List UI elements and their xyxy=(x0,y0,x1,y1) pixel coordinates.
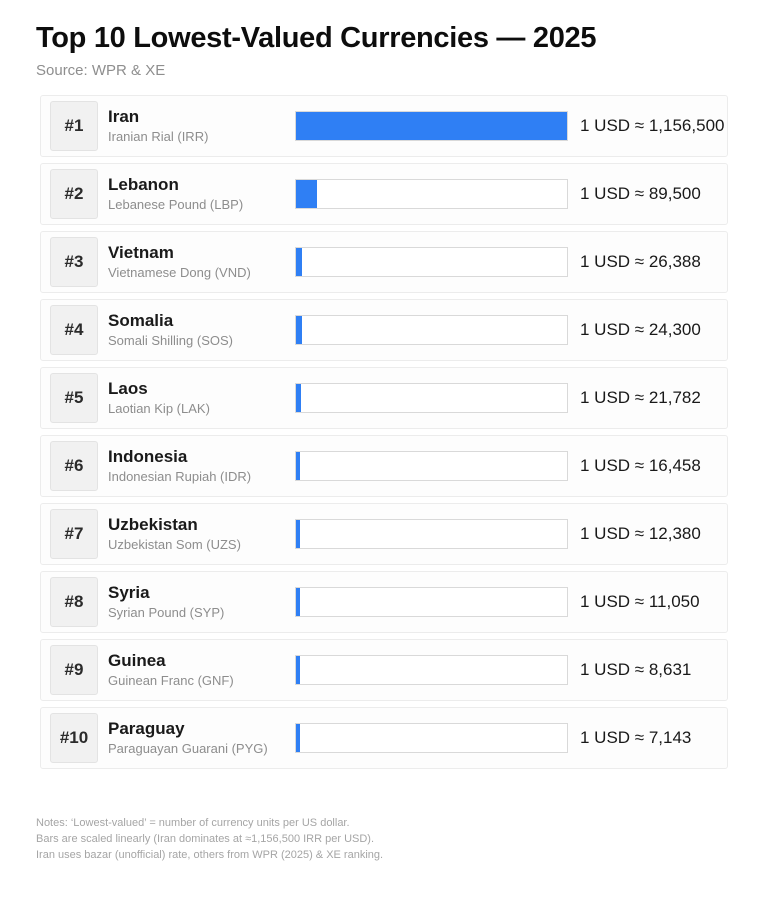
currency-name: Vietnamese Dong (VND) xyxy=(108,265,251,280)
rank-badge: #3 xyxy=(50,237,98,287)
currency-row: #7 Uzbekistan Uzbekistan Som (UZS) 1 USD… xyxy=(40,503,728,565)
bar-track xyxy=(295,247,568,277)
country-name: Guinea xyxy=(108,651,166,670)
rank-badge: #6 xyxy=(50,441,98,491)
rate-label: 1 USD ≈ 7,143 xyxy=(580,728,692,747)
country-name: Vietnam xyxy=(108,243,174,262)
country-block: Syria Syrian Pound (SYP) xyxy=(108,583,295,621)
country-block: Indonesia Indonesian Rupiah (IDR) xyxy=(108,447,295,485)
source-label: Source: WPR & XE xyxy=(36,62,166,79)
currency-row: #10 Paraguay Paraguayan Guarani (PYG) 1 … xyxy=(40,707,728,769)
header: Top 10 Lowest-Valued Currencies — 2025 S… xyxy=(0,0,768,79)
country-block: Uzbekistan Uzbekistan Som (UZS) xyxy=(108,515,295,553)
currency-row: #5 Laos Laotian Kip (LAK) 1 USD ≈ 21,782 xyxy=(40,367,728,429)
rank-label: #3 xyxy=(64,252,84,271)
note-line-1: Notes: ‘Lowest-valued’ = number of curre… xyxy=(36,817,350,829)
rank-label: #1 xyxy=(64,116,84,135)
currency-row: #3 Vietnam Vietnamese Dong (VND) 1 USD ≈… xyxy=(40,231,728,293)
country-block: Laos Laotian Kip (LAK) xyxy=(108,379,295,417)
bar-fill xyxy=(296,248,303,276)
country-name: Syria xyxy=(108,583,150,602)
bar-track xyxy=(295,383,568,413)
footnotes: Notes: ‘Lowest-valued’ = number of curre… xyxy=(36,815,732,863)
rate-label: 1 USD ≈ 11,050 xyxy=(580,592,700,611)
bar-fill xyxy=(296,724,300,752)
rate-label: 1 USD ≈ 24,300 xyxy=(580,320,701,339)
rank-badge: #7 xyxy=(50,509,98,559)
bar-fill xyxy=(296,384,302,412)
currency-name: Paraguayan Guarani (PYG) xyxy=(108,741,268,756)
country-name: Laos xyxy=(108,379,148,398)
rank-badge: #5 xyxy=(50,373,98,423)
currency-row: #4 Somalia Somali Shilling (SOS) 1 USD ≈… xyxy=(40,299,728,361)
country-block: Paraguay Paraguayan Guarani (PYG) xyxy=(108,719,295,757)
currency-name: Laotian Kip (LAK) xyxy=(108,401,210,416)
bar-fill xyxy=(296,452,300,480)
rank-badge: #1 xyxy=(50,101,98,151)
currency-row: #8 Syria Syrian Pound (SYP) 1 USD ≈ 11,0… xyxy=(40,571,728,633)
bar-track xyxy=(295,723,568,753)
note-line-2: Bars are scaled linearly (Iran dominates… xyxy=(36,833,375,845)
rank-label: #2 xyxy=(64,184,84,203)
country-name: Somalia xyxy=(108,311,174,330)
bar-track xyxy=(295,655,568,685)
country-block: Guinea Guinean Franc (GNF) xyxy=(108,651,295,689)
rank-badge: #4 xyxy=(50,305,98,355)
rate-label: 1 USD ≈ 21,782 xyxy=(580,388,701,407)
country-name: Paraguay xyxy=(108,719,185,738)
rank-label: #10 xyxy=(59,728,89,747)
country-name: Lebanon xyxy=(108,175,179,194)
bar-track xyxy=(295,111,568,141)
rank-label: #7 xyxy=(64,524,84,543)
country-name: Indonesia xyxy=(108,447,188,466)
rank-label: #9 xyxy=(64,660,84,679)
country-name: Iran xyxy=(108,107,140,126)
currency-name: Guinean Franc (GNF) xyxy=(108,673,234,688)
currency-name: Indonesian Rupiah (IDR) xyxy=(108,469,252,484)
currency-row: #1 Iran Iranian Rial (IRR) 1 USD ≈ 1,156… xyxy=(40,95,728,157)
country-block: Somalia Somali Shilling (SOS) xyxy=(108,311,295,349)
bar-track xyxy=(295,451,568,481)
bar-fill xyxy=(296,588,300,616)
rank-badge: #2 xyxy=(50,169,98,219)
page-title: Top 10 Lowest-Valued Currencies — 2025 xyxy=(36,22,597,54)
bar-fill xyxy=(296,180,317,208)
country-name: Uzbekistan xyxy=(108,515,198,534)
rank-label: #6 xyxy=(64,456,84,475)
currency-name: Somali Shilling (SOS) xyxy=(108,333,233,348)
rate-label: 1 USD ≈ 1,156,500 xyxy=(580,116,725,135)
currency-name: Uzbekistan Som (UZS) xyxy=(108,537,241,552)
currency-list: #1 Iran Iranian Rial (IRR) 1 USD ≈ 1,156… xyxy=(40,95,728,769)
currency-row: #9 Guinea Guinean Franc (GNF) 1 USD ≈ 8,… xyxy=(40,639,728,701)
rate-label: 1 USD ≈ 12,380 xyxy=(580,524,701,543)
country-block: Vietnam Vietnamese Dong (VND) xyxy=(108,243,295,281)
bar-fill xyxy=(296,520,300,548)
currency-row: #2 Lebanon Lebanese Pound (LBP) 1 USD ≈ … xyxy=(40,163,728,225)
rank-label: #4 xyxy=(64,320,84,339)
note-line-3: Iran uses bazar (unofficial) rate, other… xyxy=(36,849,384,861)
rank-badge: #10 xyxy=(50,713,98,763)
bar-track xyxy=(295,179,568,209)
rate-label: 1 USD ≈ 26,388 xyxy=(580,252,701,271)
rank-badge: #9 xyxy=(50,645,98,695)
currency-name: Syrian Pound (SYP) xyxy=(108,605,225,620)
bar-fill xyxy=(296,656,300,684)
bar-track xyxy=(295,519,568,549)
rank-label: #5 xyxy=(64,388,84,407)
rate-label: 1 USD ≈ 16,458 xyxy=(580,456,701,475)
rate-label: 1 USD ≈ 89,500 xyxy=(580,184,701,203)
country-block: Lebanon Lebanese Pound (LBP) xyxy=(108,175,295,213)
bar-track xyxy=(295,315,568,345)
currency-name: Iranian Rial (IRR) xyxy=(108,129,209,144)
bar-fill xyxy=(296,112,567,140)
currency-row: #6 Indonesia Indonesian Rupiah (IDR) 1 U… xyxy=(40,435,728,497)
bar-track xyxy=(295,587,568,617)
rank-badge: #8 xyxy=(50,577,98,627)
rate-label: 1 USD ≈ 8,631 xyxy=(580,660,692,679)
bar-fill xyxy=(296,316,302,344)
rank-label: #8 xyxy=(64,592,84,611)
currency-name: Lebanese Pound (LBP) xyxy=(108,197,244,212)
country-block: Iran Iranian Rial (IRR) xyxy=(108,107,295,145)
